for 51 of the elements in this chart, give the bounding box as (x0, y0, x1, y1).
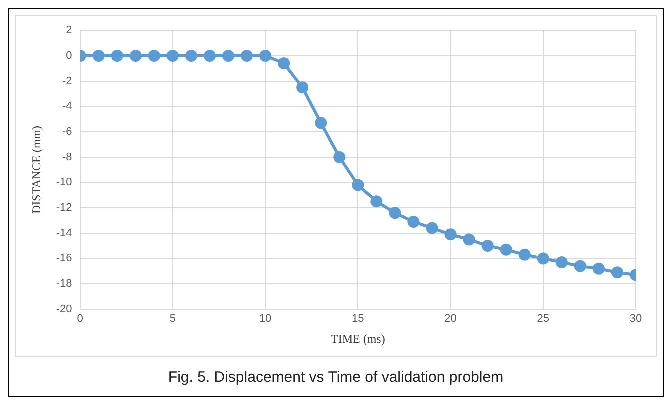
x-tick-label: 0 (77, 313, 84, 326)
point (296, 82, 309, 94)
point (537, 252, 550, 265)
x-tick-label: 5 (170, 313, 176, 326)
point (592, 262, 605, 275)
point (444, 228, 457, 241)
caption: Fig. 5. Displacement vs Time of validation problem (167, 368, 505, 388)
y-tick-label: -14 (56, 227, 72, 240)
point (92, 50, 105, 62)
point (370, 196, 383, 208)
point (389, 207, 402, 220)
point (204, 50, 216, 62)
x-tick-label: 25 (537, 313, 550, 326)
y-tick-label: -18 (56, 278, 72, 290)
point (463, 234, 476, 246)
point (500, 244, 512, 256)
point (315, 117, 328, 130)
point (611, 266, 624, 279)
point (130, 50, 142, 62)
point (352, 179, 364, 192)
y-tick-label: -16 (56, 252, 72, 265)
point (185, 50, 198, 62)
point (518, 248, 531, 261)
y-tick-label: 2 (66, 24, 72, 37)
y-tick-label: -2 (62, 75, 72, 88)
point (334, 151, 346, 164)
x-tick-label: 20 (444, 313, 457, 326)
point (166, 50, 179, 62)
y-tick-label: -12 (56, 202, 72, 214)
point (260, 50, 272, 62)
y-tick-label: -8 (62, 151, 72, 164)
point (408, 216, 420, 228)
point (574, 260, 586, 272)
point (111, 50, 124, 62)
x-tick-label: 15 (352, 313, 364, 326)
x-axis-title: TIME (ms) (330, 332, 386, 346)
point (241, 50, 254, 62)
y-axis-title: DISTANCE (mm) (29, 126, 44, 214)
x-tick-label: 10 (259, 313, 272, 326)
x-tick-label: 30 (630, 313, 642, 326)
point (148, 50, 160, 62)
y-tick-label: -4 (62, 100, 72, 113)
y-tick-label: 0 (66, 50, 72, 62)
y-tick-label: -6 (62, 126, 72, 138)
point (556, 256, 568, 269)
point (222, 50, 234, 62)
y-tick-label: -10 (56, 176, 72, 189)
y-tick-label: -20 (56, 303, 72, 316)
point (278, 58, 290, 70)
point (426, 222, 438, 234)
point (482, 240, 494, 252)
